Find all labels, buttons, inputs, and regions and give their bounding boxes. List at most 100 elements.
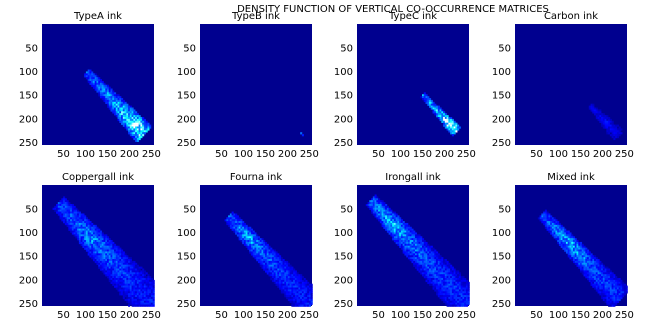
heatmap-cell — [298, 291, 301, 294]
heatmap-cell — [117, 279, 120, 283]
heatmap-cell — [571, 249, 574, 252]
heatmap-cell — [425, 243, 428, 247]
heatmap-cell — [61, 215, 64, 218]
heatmap-cell — [432, 276, 435, 279]
heatmap-cell — [115, 107, 118, 110]
heatmap-cell — [413, 241, 416, 245]
heatmap-cell — [273, 251, 276, 254]
heatmap-cell — [369, 205, 372, 209]
heatmap-cell — [259, 260, 262, 264]
heatmap-cell — [443, 260, 446, 264]
heatmap-cell — [129, 260, 132, 264]
y-tick-label: 150 — [492, 252, 511, 263]
heatmap-cell — [66, 219, 69, 222]
heatmap-cell — [282, 289, 285, 292]
heatmap-cell — [390, 226, 393, 229]
heatmap-cell — [599, 109, 602, 112]
heatmap-cell — [142, 130, 145, 133]
heatmap-cell — [119, 107, 122, 110]
heatmap-cell — [85, 71, 88, 74]
heatmap-cell — [572, 249, 576, 252]
heatmap-cell — [73, 215, 76, 218]
heatmap-cell — [402, 241, 405, 245]
heatmap-cell — [615, 126, 618, 129]
heatmap-cell — [117, 278, 120, 281]
heatmap-cell — [226, 221, 229, 224]
heatmap-cell — [133, 109, 136, 112]
heatmap-cell — [587, 253, 590, 256]
heatmap-cell — [613, 300, 616, 303]
heatmap-cell — [458, 272, 461, 275]
heatmap-cell — [420, 272, 423, 275]
heatmap-cell — [453, 276, 456, 279]
heatmap-cell — [404, 230, 407, 233]
heatmap-cell — [571, 241, 574, 245]
heatmap-cell — [602, 272, 605, 275]
heatmap-cell — [263, 259, 266, 262]
heatmap-cell — [608, 118, 611, 122]
heatmap-cell — [101, 241, 104, 245]
heatmap-cell — [150, 293, 153, 296]
figure-title: DENSITY FUNCTION OF VERTICAL CO-OCCURREN… — [237, 4, 549, 15]
heatmap-cell — [616, 135, 619, 139]
heatmap-cell — [129, 128, 132, 131]
heatmap-cell — [592, 107, 595, 110]
heatmap-cell — [243, 236, 246, 239]
heatmap-cell — [437, 278, 440, 281]
x-tick-label: 50 — [57, 149, 70, 160]
heatmap-cell — [543, 213, 546, 216]
heatmap-cell — [446, 117, 449, 120]
heatmap-cell — [407, 255, 411, 258]
heatmap-cell — [242, 228, 245, 231]
heatmap-cell — [89, 73, 92, 76]
heatmap-cell — [558, 238, 561, 241]
heatmap-cell — [236, 230, 239, 233]
heatmap-cell — [265, 251, 268, 254]
heatmap-cell — [443, 295, 446, 298]
heatmap-cell — [150, 279, 153, 283]
heatmap-cell — [572, 259, 576, 262]
heatmap-cell — [233, 226, 236, 229]
heatmap-cell — [273, 253, 276, 256]
heatmap-cell — [119, 272, 122, 275]
heatmap-cell — [441, 115, 444, 118]
heatmap-cell — [611, 291, 614, 294]
heatmap-cell — [430, 251, 433, 254]
heatmap-cell — [467, 295, 470, 298]
heatmap-cell — [301, 293, 304, 296]
y-tick-label: 250 — [492, 299, 511, 310]
heatmap-cell — [587, 262, 590, 266]
heatmap-cell — [436, 105, 439, 108]
heatmap-cell — [386, 209, 389, 212]
heatmap-cell — [138, 300, 141, 303]
heatmap-cell — [298, 283, 301, 286]
heatmap-cell — [289, 291, 292, 294]
heatmap-cell — [129, 270, 132, 273]
heatmap-cell — [385, 211, 388, 214]
heatmap-cell — [140, 266, 143, 269]
heatmap-cell — [432, 111, 435, 114]
heatmap-cell — [305, 300, 308, 303]
heatmap-cell — [286, 264, 289, 267]
heatmap-cell — [443, 289, 446, 292]
heatmap-cell — [126, 103, 129, 106]
heatmap-cell — [555, 219, 558, 222]
heatmap-cell — [236, 219, 239, 222]
heatmap-cell — [91, 71, 94, 74]
heatmap-cell — [71, 219, 74, 222]
heatmap-cell — [597, 289, 600, 292]
heatmap-cell — [273, 257, 276, 260]
heatmap-cell — [268, 264, 271, 267]
heatmap-cell — [286, 262, 289, 266]
heatmap-cell — [392, 219, 395, 222]
heatmap-cell — [78, 230, 81, 233]
heatmap-cell — [117, 257, 120, 260]
heatmap-cell — [427, 276, 430, 279]
heatmap-cell — [96, 238, 99, 241]
heatmap-cell — [124, 118, 127, 122]
heatmap-cell — [293, 302, 296, 305]
heatmap-cell — [423, 99, 426, 103]
heatmap-cell — [105, 272, 108, 275]
heatmap-cell — [465, 295, 468, 298]
heatmap-cell — [138, 272, 141, 275]
